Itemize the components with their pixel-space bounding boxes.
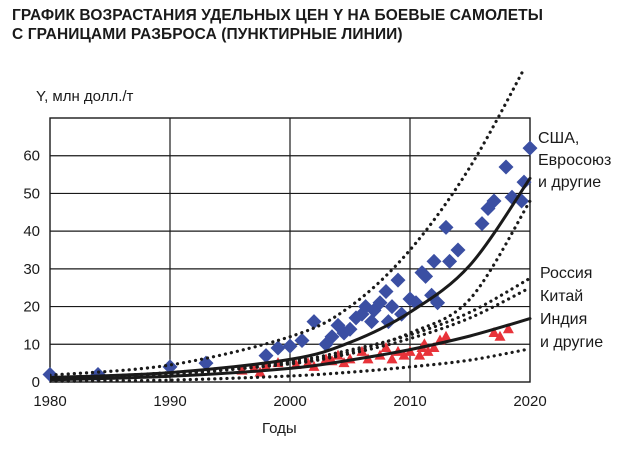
y-tick-label-60: 60 (23, 148, 40, 165)
x-tick-label-2020: 2020 (513, 393, 546, 410)
triangle-point-8 (320, 353, 332, 364)
group-2-upper-bound (50, 276, 532, 380)
x-tick-label-1980: 1980 (33, 393, 66, 410)
group-1-trend-line (50, 176, 532, 379)
y-tick-label-0: 0 (32, 374, 40, 391)
triangle-point-30 (502, 323, 514, 334)
triangle-point-27 (440, 330, 452, 341)
y-axis-label: Y, млн долл./т (36, 88, 134, 105)
legend-group-1: США, Евросоюз и другие (538, 128, 611, 194)
triangle-point-3 (260, 360, 272, 371)
chart-title-line-1: ГРАФИК ВОЗРАСТАНИЯ УДЕЛЬНЫХ ЦЕН Y НА БОЕ… (12, 7, 544, 24)
diamond-point-35 (474, 216, 490, 232)
diamond-point-38 (498, 159, 514, 175)
diamond-point-24 (394, 306, 410, 322)
triangle-point-17 (386, 353, 398, 364)
y-tick-label-10: 10 (23, 336, 40, 353)
triangle-point-25 (428, 342, 440, 353)
legend-group-2-line-4: и другие (540, 334, 604, 351)
curves-group (50, 70, 532, 383)
triangle-point-19 (398, 349, 410, 360)
legend-group-1-line-3: и другие (538, 174, 602, 191)
chart-title: ГРАФИК ВОЗРАСТАНИЯ УДЕЛЬНЫХ ЦЕН Y НА БОЕ… (12, 6, 612, 44)
diamond-point-30 (426, 253, 442, 269)
diamond-point-7 (294, 333, 310, 349)
diamond-point-41 (516, 174, 532, 190)
triangle-point-24 (422, 345, 434, 356)
triangle-point-13 (356, 345, 368, 356)
diamond-point-4 (258, 348, 274, 364)
group-2-middle-bound (50, 286, 532, 381)
triangle-point-16 (380, 342, 392, 353)
triangle-point-21 (414, 349, 426, 360)
legend-group-2-line-2: Китай (540, 288, 584, 305)
group-2-lower-bound (50, 347, 532, 383)
y-tick-label-20: 20 (23, 299, 40, 316)
diamond-point-10 (324, 329, 340, 345)
triangle-point-28 (488, 326, 500, 337)
legend-group-2: Россия Китай Индия и другие (540, 262, 603, 354)
x-tick-label-2000: 2000 (273, 393, 306, 410)
diamond-point-34 (450, 242, 466, 258)
diamond-point-42 (522, 140, 538, 156)
diamond-point-5 (270, 340, 286, 356)
diamond-point-2 (162, 359, 178, 375)
legend-group-2-line-3: Индия (540, 311, 588, 328)
diamond-point-23 (390, 272, 406, 288)
legend-group-1-line-1: США, (538, 130, 580, 147)
x-tick-label-1990: 1990 (153, 393, 186, 410)
diamond-point-28 (418, 268, 434, 284)
triangle-point-29 (494, 330, 506, 341)
group-1-upper-bound (50, 70, 526, 377)
diamond-point-17 (364, 314, 380, 330)
diamond-point-31 (430, 295, 446, 311)
diamond-point-22 (384, 299, 400, 315)
diamond-point-33 (442, 253, 458, 269)
chart-title-line-2: С ГРАНИЦАМИ РАЗБРОСА (ПУНКТИРНЫЕ ЛИНИИ) (12, 26, 403, 43)
x-axis-label: Годы (262, 420, 297, 437)
legend-group-2-line-1: Россия (540, 265, 593, 282)
y-tick-label-40: 40 (23, 223, 40, 240)
group-2-trend-line (50, 317, 532, 382)
diamond-point-37 (486, 193, 502, 209)
x-tick-label-2010: 2010 (393, 393, 426, 410)
y-tick-label-50: 50 (23, 185, 40, 202)
diamond-point-6 (282, 338, 298, 354)
y-tick-label-30: 30 (23, 261, 40, 278)
diamond-point-19 (372, 295, 388, 311)
diamond-point-32 (438, 219, 454, 235)
legend-group-1-line-2: Евросоюз (538, 152, 612, 169)
diamond-point-13 (342, 321, 358, 337)
diamond-point-20 (378, 283, 394, 299)
